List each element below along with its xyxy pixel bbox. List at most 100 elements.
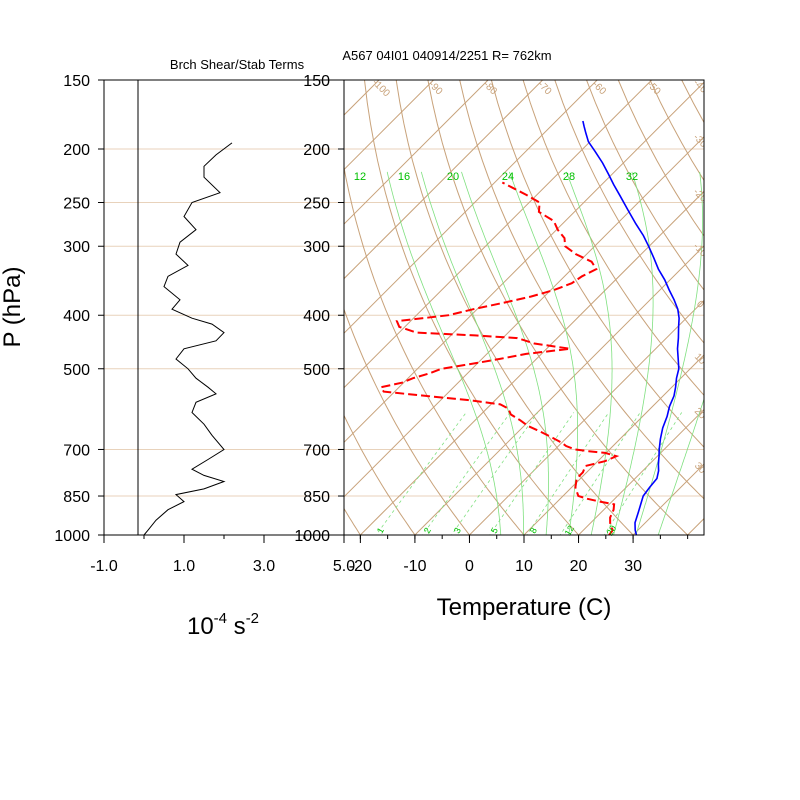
isotherm-line bbox=[344, 80, 653, 389]
skewt-x-tick-label: 10 bbox=[515, 558, 533, 575]
shear-y-tick-label: 1000 bbox=[54, 528, 90, 545]
shear-x-axis-label: 10-4 s-2 bbox=[187, 610, 259, 640]
moist-adiabat bbox=[420, 171, 524, 535]
mixing-ratio-bottom-label: 8 bbox=[528, 526, 539, 535]
dry-adiabat bbox=[459, 80, 704, 500]
isotherm-line bbox=[359, 190, 704, 535]
skewt-isotherm-lines bbox=[0, 63, 704, 546]
skewt-y-tick-label: 500 bbox=[303, 362, 330, 379]
temperature-axis-label: Temperature (C) bbox=[437, 594, 612, 621]
isotherm-label: -70 bbox=[535, 79, 553, 97]
mixing-ratio-line bbox=[526, 412, 610, 535]
skewt-y-tick-label: 850 bbox=[303, 489, 330, 506]
isotherm-label: -80 bbox=[481, 79, 499, 97]
shear-panel: Brch Shear/Stab Terms 150 200 250 300 400 500… bbox=[0, 57, 355, 640]
dry-adiabat bbox=[364, 80, 580, 535]
skewt-mixing-ratio-labels: 12 16 20 24 28 321 2 3 5 8 12 20 bbox=[354, 171, 638, 537]
isotherm-line bbox=[632, 463, 704, 535]
moist-adiabat bbox=[566, 171, 613, 535]
isotherm-line bbox=[0, 63, 232, 546]
dry-adiabat bbox=[745, 80, 800, 547]
mixing-ratio-line bbox=[375, 412, 467, 535]
skewt-y-tick-label: 300 bbox=[303, 239, 330, 256]
isotherm-line bbox=[0, 63, 341, 546]
shear-y-tick-label: 850 bbox=[63, 489, 90, 506]
mixing-ratio-bottom-label: 2 bbox=[422, 526, 433, 535]
dry-adiabat bbox=[427, 80, 689, 535]
shear-stability-line bbox=[143, 142, 233, 536]
dry-adiabat bbox=[713, 80, 800, 547]
mixing-ratio-top-label: 32 bbox=[626, 171, 638, 183]
shear-y-tick-label: 500 bbox=[63, 362, 90, 379]
dry-adiabat bbox=[344, 507, 361, 535]
mixing-ratio-line bbox=[489, 412, 575, 535]
skewt-x-tick-label: 0 bbox=[465, 558, 474, 575]
moist-adiabat bbox=[509, 171, 578, 535]
dry-adiabat bbox=[554, 80, 704, 344]
shear-y-tick-label: 150 bbox=[63, 73, 90, 90]
mixing-ratio-bottom-label: 3 bbox=[452, 526, 463, 535]
shear-x-tick-label: 3.0 bbox=[253, 558, 275, 575]
shear-x-axis-unit: s bbox=[227, 613, 246, 640]
dry-adiabat bbox=[490, 80, 704, 448]
dry-adiabat bbox=[522, 80, 704, 397]
shear-x-tick-label: 5.0 bbox=[333, 558, 355, 575]
shear-y-ticks: 150 200 250 300 400 500 700 850 1000 bbox=[54, 73, 104, 545]
shear-y-tick-label: 400 bbox=[63, 308, 90, 325]
dry-adiabat bbox=[617, 80, 704, 237]
isotherm-line bbox=[468, 299, 704, 535]
shear-panel-title: Brch Shear/Stab Terms bbox=[170, 57, 305, 72]
skewt-y-tick-label: 150 bbox=[303, 73, 330, 90]
dewpoint-line bbox=[379, 181, 620, 535]
skewt-y-tick-label: 400 bbox=[303, 308, 330, 325]
moist-adiabat bbox=[386, 171, 502, 535]
isotherm-label: 0 bbox=[694, 299, 706, 311]
isotherm-line bbox=[344, 80, 544, 280]
mixing-ratio-line bbox=[559, 412, 641, 535]
mixing-ratio-line bbox=[603, 412, 683, 535]
shear-y-tick-label: 200 bbox=[63, 142, 90, 159]
dry-adiabat bbox=[344, 414, 416, 535]
skewt-x-tick-label: 30 bbox=[624, 558, 642, 575]
skewt-dry-adiabats bbox=[344, 80, 800, 547]
isotherm-line bbox=[344, 136, 704, 498]
isotherm-label: -90 bbox=[426, 79, 444, 97]
mixing-ratio-top-label: 12 bbox=[354, 171, 366, 183]
isotherm-line bbox=[344, 81, 704, 443]
skewt-y-tick-label: 250 bbox=[303, 196, 330, 213]
shear-x-axis-sup2: -2 bbox=[246, 610, 259, 627]
dry-adiabat bbox=[344, 164, 525, 535]
skewt-y-ticks: 150 200 250 300 400 500 700 850 1000 bbox=[294, 73, 344, 545]
isotherm-line bbox=[577, 408, 704, 535]
isotherm-line bbox=[414, 245, 704, 535]
figure-title: A567 04I01 040914/2251 R= 762km bbox=[342, 48, 551, 63]
moist-adiabat bbox=[635, 171, 703, 535]
shear-y-tick-label: 700 bbox=[63, 442, 90, 459]
mixing-ratio-bottom-label: 12 bbox=[563, 524, 577, 538]
dry-adiabat bbox=[777, 80, 800, 547]
moist-adiabat bbox=[613, 171, 654, 535]
skewt-mixing-ratio-lines bbox=[375, 412, 683, 535]
isotherm-label: -100 bbox=[370, 77, 392, 99]
shear-x-axis-sup1: -4 bbox=[214, 610, 227, 627]
dry-adiabat bbox=[681, 80, 704, 124]
mixing-ratio-bottom-label: 5 bbox=[489, 526, 500, 535]
shear-x-tick-label: 1.0 bbox=[173, 558, 195, 575]
mixing-ratio-top-label: 20 bbox=[447, 171, 459, 183]
skewt-x-tick-label: 20 bbox=[570, 558, 588, 575]
isotherm-line bbox=[344, 80, 380, 116]
dry-adiabat bbox=[344, 307, 471, 535]
mixing-ratio-top-label: 24 bbox=[502, 171, 514, 183]
mixing-ratio-bottom-label: 20 bbox=[605, 524, 619, 538]
dry-adiabat bbox=[586, 80, 704, 291]
skewt-y-tick-label: 700 bbox=[303, 442, 330, 459]
skewt-moist-adiabats bbox=[386, 171, 704, 535]
mixing-ratio-bottom-label: 1 bbox=[375, 526, 386, 535]
shear-x-tick-label: -1.0 bbox=[90, 558, 118, 575]
isotherm-line bbox=[344, 80, 435, 171]
y-axis-label: P (hPa) bbox=[0, 267, 26, 348]
moist-adiabat bbox=[461, 171, 549, 535]
skewt-x-ticks: -20 -10 0 10 20 30 bbox=[349, 535, 689, 575]
